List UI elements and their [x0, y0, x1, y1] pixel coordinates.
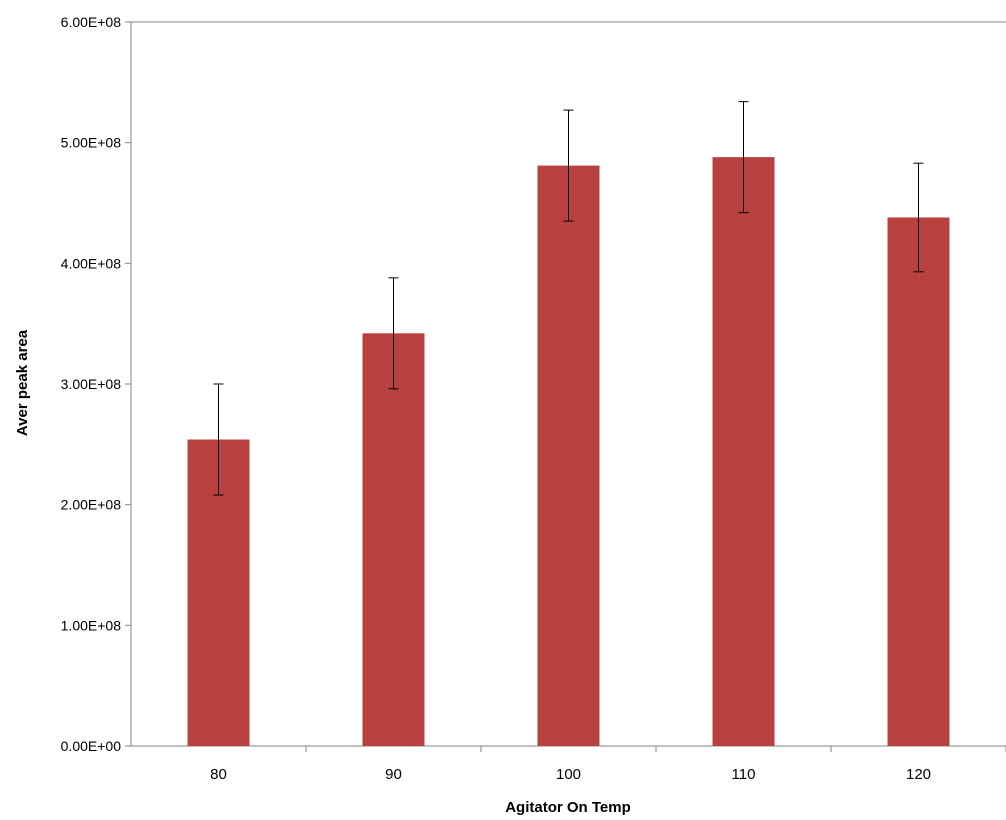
y-axis-label: Aver peak area — [14, 329, 31, 436]
x-tick-label: 100 — [556, 766, 581, 783]
x-tick-label: 120 — [906, 766, 931, 783]
y-tick-label: 6.00E+08 — [61, 14, 122, 30]
y-tick-label: 5.00E+08 — [61, 135, 122, 151]
y-ticks-group: 0.00E+00 1.00E+08 2.00E+08 3.00E+08 4.00E+08… — [61, 14, 131, 754]
bar-100 — [537, 165, 600, 747]
bars-group — [187, 157, 950, 747]
bar-120 — [887, 217, 950, 747]
y-tick-label: 4.00E+08 — [61, 255, 122, 271]
y-tick-label: 0.00E+00 — [61, 738, 122, 754]
x-tick-label: 80 — [210, 766, 227, 783]
y-tick-label: 1.00E+08 — [61, 617, 122, 633]
x-tick-label: 90 — [385, 766, 402, 783]
y-tick-label: 2.00E+08 — [61, 497, 122, 513]
y-tick-label: 3.00E+08 — [61, 376, 122, 392]
x-axis-label: Agitator On Temp — [505, 799, 631, 816]
x-ticks-group: 80 90 100 110 120 — [210, 746, 1006, 783]
bar-110 — [712, 157, 775, 746]
error-bars-group — [213, 101, 924, 496]
bar-90 — [362, 333, 425, 746]
x-tick-label: 110 — [732, 766, 756, 783]
